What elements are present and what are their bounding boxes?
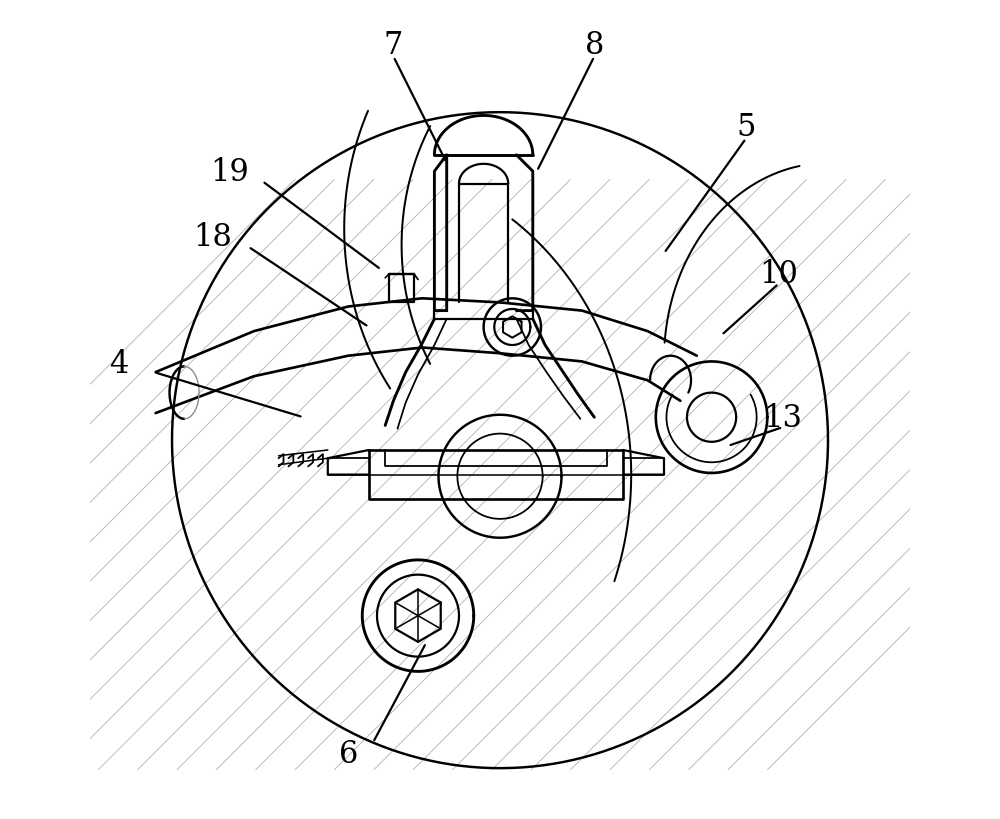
Text: 18: 18 [194, 222, 232, 253]
Text: 6: 6 [339, 738, 358, 769]
Text: 19: 19 [210, 156, 249, 188]
Text: 10: 10 [759, 259, 798, 290]
Text: 8: 8 [585, 29, 604, 61]
Text: 13: 13 [763, 402, 802, 433]
Text: 7: 7 [384, 29, 403, 61]
Text: 4: 4 [109, 349, 128, 380]
Text: 5: 5 [736, 111, 756, 143]
